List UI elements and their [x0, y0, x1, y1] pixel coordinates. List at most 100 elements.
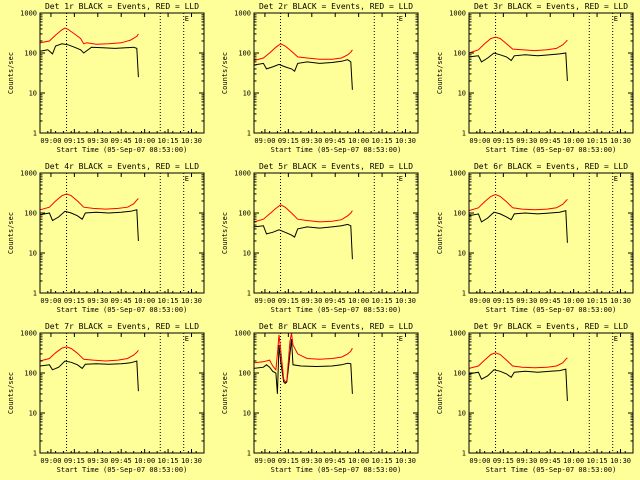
y-tick-label: 1000 [20, 330, 37, 338]
x-tick-label: 10:15 [587, 137, 608, 145]
x-axis-label: Start Time (05-Sep-07 08:53:00) [57, 306, 188, 314]
x-tick-label: 09:00 [40, 457, 61, 465]
series-events-line [468, 209, 568, 243]
x-tick-label: 09:00 [254, 137, 275, 145]
x-tick-label: 10:30 [395, 297, 416, 305]
y-axis-label: Counts/sec [7, 212, 15, 254]
x-tick-label: 10:00 [563, 137, 584, 145]
y-tick-label: 100 [453, 210, 466, 218]
panel-title: Det 4r BLACK = Events, RED = LLD [45, 162, 199, 171]
x-tick-label: 10:00 [348, 137, 369, 145]
series-events-line [39, 209, 139, 242]
plot-frame [253, 12, 419, 134]
y-tick-label: 1 [247, 290, 251, 298]
x-tick-label: 09:30 [87, 457, 108, 465]
y-tick-label: 1000 [234, 330, 251, 338]
x-tick-label: 09:30 [301, 137, 322, 145]
x-tick-label: 09:45 [325, 137, 346, 145]
panel-title: Det 2r BLACK = Events, RED = LLD [259, 2, 413, 11]
y-tick-label: 100 [238, 50, 251, 58]
x-tick-label: 09:15 [493, 457, 514, 465]
x-tick-label: 09:45 [111, 137, 132, 145]
y-tick-label: 10 [29, 90, 37, 98]
x-axis-label: Start Time (05-Sep-07 08:53:00) [271, 146, 402, 154]
y-tick-label: 1 [33, 290, 37, 298]
marker-label: E [399, 15, 403, 23]
marker-label: E [185, 175, 189, 183]
y-tick-label: 100 [238, 370, 251, 378]
y-tick-label: 100 [24, 370, 37, 378]
x-tick-label: 09:15 [64, 137, 85, 145]
series-lld-line [468, 36, 568, 54]
marker-label: E [614, 175, 618, 183]
x-tick-label: 09:30 [87, 297, 108, 305]
y-axis-label: Counts/sec [7, 52, 15, 94]
x-tick-label: 10:30 [181, 457, 202, 465]
x-tick-label: 09:00 [469, 137, 490, 145]
y-tick-label: 10 [458, 90, 466, 98]
series-events-line [468, 368, 568, 402]
y-tick-label: 100 [453, 50, 466, 58]
x-tick-label: 10:30 [610, 297, 631, 305]
x-tick-label: 09:30 [301, 297, 322, 305]
x-tick-label: 10:00 [563, 297, 584, 305]
y-tick-label: 10 [458, 250, 466, 258]
plot-frame [253, 332, 419, 454]
y-tick-label: 10 [243, 90, 251, 98]
y-tick-label: 1 [462, 290, 466, 298]
y-tick-label: 1000 [449, 330, 466, 338]
series-events-line [253, 223, 353, 260]
x-tick-label: 09:00 [254, 297, 275, 305]
y-axis-label: Counts/sec [436, 372, 444, 414]
y-tick-label: 1 [462, 450, 466, 458]
series-lld-line [468, 193, 568, 212]
y-tick-label: 10 [29, 410, 37, 418]
y-axis-label: Counts/sec [221, 52, 229, 94]
x-tick-label: 10:15 [587, 297, 608, 305]
plot-frame [468, 332, 634, 454]
y-tick-label: 1000 [234, 170, 251, 178]
y-tick-label: 10 [243, 410, 251, 418]
y-tick-label: 1000 [20, 10, 37, 18]
plot-frame [39, 172, 205, 294]
x-axis-label: Start Time (05-Sep-07 08:53:00) [486, 146, 617, 154]
x-tick-label: 10:30 [395, 137, 416, 145]
x-tick-label: 10:00 [134, 297, 155, 305]
y-axis-label: Counts/sec [221, 372, 229, 414]
panel-title: Det 3r BLACK = Events, RED = LLD [474, 2, 628, 11]
x-tick-label: 10:30 [610, 137, 631, 145]
x-tick-label: 09:00 [469, 457, 490, 465]
x-tick-label: 10:30 [181, 137, 202, 145]
x-tick-label: 10:15 [372, 457, 393, 465]
x-tick-label: 09:30 [516, 297, 537, 305]
x-tick-label: 09:15 [278, 457, 299, 465]
x-tick-label: 09:45 [111, 457, 132, 465]
panel-title: Det 5r BLACK = Events, RED = LLD [259, 162, 413, 171]
x-tick-label: 09:45 [540, 457, 561, 465]
panel: Det 2r BLACK = Events, RED = LLD E 09:00 09… [221, 2, 419, 154]
x-tick-label: 09:00 [40, 137, 61, 145]
x-axis-label: Start Time (05-Sep-07 08:53:00) [271, 306, 402, 314]
x-tick-label: 09:45 [540, 297, 561, 305]
y-tick-label: 10 [458, 410, 466, 418]
series-lld-line [253, 204, 353, 223]
series-lld-line [468, 352, 568, 369]
marker-label: E [399, 175, 403, 183]
x-tick-label: 09:15 [278, 297, 299, 305]
y-tick-label: 1 [33, 450, 37, 458]
marker-label: E [614, 15, 618, 23]
x-tick-label: 10:00 [563, 457, 584, 465]
x-axis-label: Start Time (05-Sep-07 08:53:00) [57, 466, 188, 474]
x-tick-label: 10:00 [348, 297, 369, 305]
x-tick-label: 09:30 [516, 137, 537, 145]
x-tick-label: 09:15 [493, 137, 514, 145]
y-axis-label: Counts/sec [7, 372, 15, 414]
y-tick-label: 1000 [234, 10, 251, 18]
panel-title: Det 6r BLACK = Events, RED = LLD [474, 162, 628, 171]
marker-label: E [399, 335, 403, 343]
x-axis-label: Start Time (05-Sep-07 08:53:00) [486, 466, 617, 474]
